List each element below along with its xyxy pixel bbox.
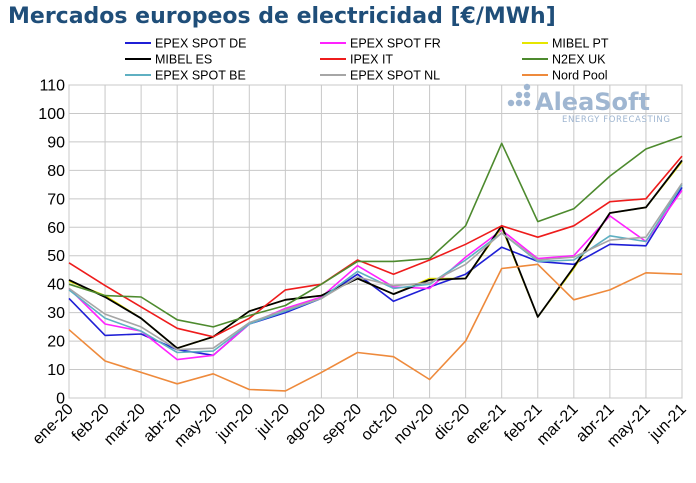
series-line-epex-spot-de bbox=[68, 186, 683, 357]
legend-label: MIBEL PT bbox=[552, 37, 609, 51]
legend-item: EPEX SPOT FR bbox=[320, 37, 441, 51]
series-line-epex-spot-nl bbox=[68, 182, 683, 351]
legend-item: Nord Pool bbox=[522, 69, 608, 83]
logo-tagline: ENERGY FORECASTING bbox=[562, 115, 671, 125]
y-tick-label: 80 bbox=[47, 163, 65, 180]
x-tick-label: mar-21 bbox=[534, 401, 582, 449]
legend-item: N2EX UK bbox=[522, 53, 606, 67]
legend-label: Nord Pool bbox=[552, 69, 608, 83]
y-tick-label: 20 bbox=[47, 334, 65, 351]
legend: EPEX SPOT DE EPEX SPOT FR MIBEL PT MIBEL ES… bbox=[125, 37, 609, 83]
legend-item: EPEX SPOT DE bbox=[125, 37, 246, 51]
legend-label: EPEX SPOT DE bbox=[155, 37, 246, 51]
series-line-ipex-it bbox=[68, 155, 683, 338]
y-axis: 0 10 20 30 40 50 60 70 80 90 100 110 bbox=[38, 78, 65, 408]
x-tick-label: jun-20 bbox=[213, 401, 257, 445]
legend-item: EPEX SPOT BE bbox=[125, 69, 246, 83]
y-tick-label: 70 bbox=[47, 191, 65, 208]
legend-item: EPEX SPOT NL bbox=[320, 69, 440, 83]
chart-title: Mercados europeos de electricidad [€/MWh… bbox=[8, 4, 556, 29]
x-tick-label: mar-20 bbox=[101, 401, 149, 449]
series-line-mibel-es bbox=[68, 159, 683, 350]
aleasoft-logo: AleaSoft ENERGY FORECASTING bbox=[507, 83, 671, 125]
legend-item: MIBEL ES bbox=[125, 53, 212, 67]
series-line-n2ex-uk bbox=[68, 135, 683, 328]
x-tick-label: sep-20 bbox=[319, 401, 366, 448]
legend-label: N2EX UK bbox=[552, 53, 606, 67]
y-tick-label: 30 bbox=[47, 305, 65, 322]
y-tick-label: 110 bbox=[39, 78, 65, 95]
y-tick-label: 50 bbox=[47, 248, 65, 265]
y-tick-label: 40 bbox=[47, 277, 65, 294]
x-axis: ene-20feb-20mar-20abr-20may-20jun-20jul-… bbox=[30, 401, 690, 451]
y-tick-label: 0 bbox=[56, 391, 65, 408]
x-tick-label: jun-21 bbox=[646, 401, 690, 445]
y-tick-label: 10 bbox=[47, 362, 65, 379]
gridlines bbox=[68, 84, 683, 399]
x-tick-label: ene-21 bbox=[462, 401, 509, 448]
logo-name: AleaSoft bbox=[535, 88, 650, 116]
logo-dots-icon bbox=[507, 83, 531, 107]
legend-item: MIBEL PT bbox=[522, 37, 609, 51]
series-line-nord-pool bbox=[68, 263, 683, 392]
legend-label: MIBEL ES bbox=[155, 53, 212, 67]
y-tick-label: 60 bbox=[47, 220, 65, 237]
series-line-epex-spot-be bbox=[68, 184, 683, 354]
series-line-epex-spot-fr bbox=[68, 189, 683, 361]
legend-label: IPEX IT bbox=[350, 53, 393, 67]
y-tick-label: 100 bbox=[38, 106, 65, 123]
legend-item: IPEX IT bbox=[320, 53, 393, 67]
x-tick-label: nov-20 bbox=[391, 401, 438, 448]
x-tick-label: ene-20 bbox=[30, 401, 77, 448]
legend-label: EPEX SPOT NL bbox=[350, 69, 440, 83]
legend-label: EPEX SPOT BE bbox=[155, 69, 246, 83]
y-tick-label: 90 bbox=[47, 134, 65, 151]
series-lines bbox=[68, 135, 683, 392]
legend-label: EPEX SPOT FR bbox=[350, 37, 441, 51]
x-tick-label: ago-20 bbox=[282, 401, 329, 448]
